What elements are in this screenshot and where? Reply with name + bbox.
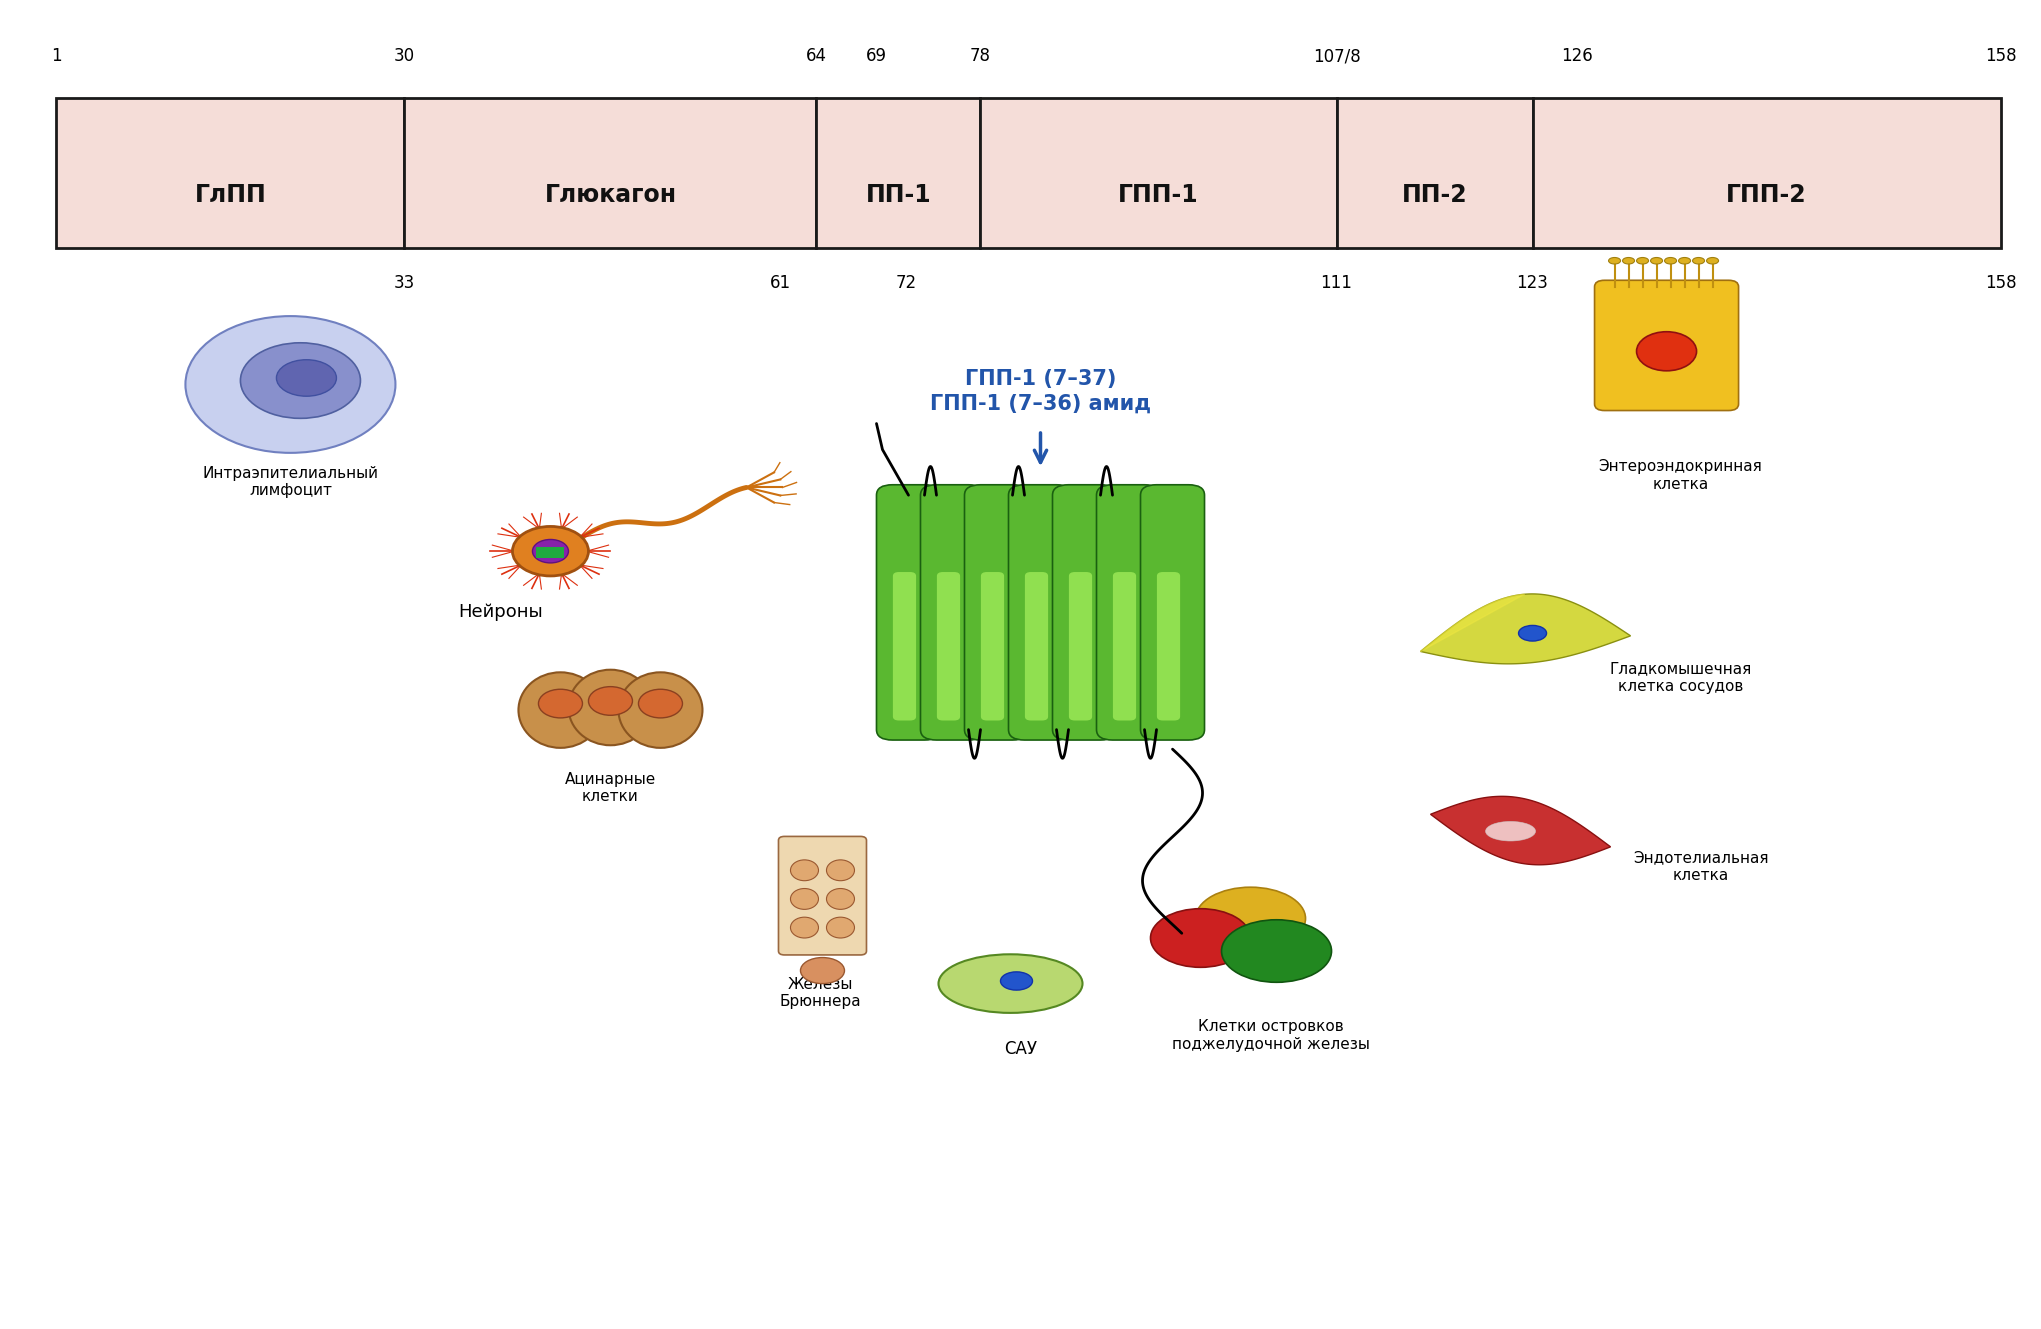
Text: 69: 69 xyxy=(865,48,888,65)
Ellipse shape xyxy=(1519,626,1547,641)
Text: Нейроны: Нейроны xyxy=(457,603,543,622)
Ellipse shape xyxy=(827,889,855,909)
Text: Интраэпителиальный
лимфоцит: Интраэпителиальный лимфоцит xyxy=(202,466,378,498)
Ellipse shape xyxy=(1651,258,1663,264)
Ellipse shape xyxy=(1486,821,1535,841)
Ellipse shape xyxy=(1196,888,1306,950)
FancyBboxPatch shape xyxy=(1533,98,2000,247)
Ellipse shape xyxy=(1151,909,1251,968)
Text: 72: 72 xyxy=(896,274,916,292)
Text: Рецептор ГПП-1: Рецептор ГПП-1 xyxy=(959,485,1123,504)
FancyBboxPatch shape xyxy=(1025,571,1049,720)
Ellipse shape xyxy=(512,526,588,575)
Ellipse shape xyxy=(790,889,818,909)
Ellipse shape xyxy=(276,360,337,396)
FancyBboxPatch shape xyxy=(537,548,565,558)
Text: ГПП-1: ГПП-1 xyxy=(1118,183,1198,207)
Text: 61: 61 xyxy=(769,274,792,292)
Text: 78: 78 xyxy=(969,48,992,65)
Text: Клетки островков
поджелудочной железы: Клетки островков поджелудочной железы xyxy=(1172,1019,1370,1051)
FancyBboxPatch shape xyxy=(404,98,816,247)
Ellipse shape xyxy=(518,672,602,748)
FancyBboxPatch shape xyxy=(1053,485,1116,740)
Text: Железы
Брюннера: Железы Брюннера xyxy=(780,977,861,1009)
Ellipse shape xyxy=(1608,258,1621,264)
Ellipse shape xyxy=(1692,258,1704,264)
Text: Эндотелиальная
клетка: Эндотелиальная клетка xyxy=(1633,851,1768,882)
Text: 64: 64 xyxy=(806,48,827,65)
FancyBboxPatch shape xyxy=(778,836,867,956)
FancyBboxPatch shape xyxy=(892,571,916,720)
Text: Глюкагон: Глюкагон xyxy=(545,183,676,207)
Text: 107/8: 107/8 xyxy=(1312,48,1361,65)
Text: САУ: САУ xyxy=(1004,1039,1037,1058)
Ellipse shape xyxy=(1637,332,1696,371)
Ellipse shape xyxy=(569,670,653,746)
Ellipse shape xyxy=(1623,258,1635,264)
Ellipse shape xyxy=(790,917,818,938)
Ellipse shape xyxy=(827,917,855,938)
FancyBboxPatch shape xyxy=(1008,485,1072,740)
FancyBboxPatch shape xyxy=(1112,571,1137,720)
Ellipse shape xyxy=(827,860,855,881)
Ellipse shape xyxy=(1000,971,1033,990)
Text: 1: 1 xyxy=(51,48,61,65)
FancyBboxPatch shape xyxy=(816,98,980,247)
FancyBboxPatch shape xyxy=(1141,485,1204,740)
Polygon shape xyxy=(1421,594,1525,651)
Ellipse shape xyxy=(1678,258,1690,264)
Ellipse shape xyxy=(1637,258,1649,264)
FancyBboxPatch shape xyxy=(920,485,984,740)
Text: 111: 111 xyxy=(1321,274,1353,292)
Ellipse shape xyxy=(241,343,361,419)
Ellipse shape xyxy=(800,957,845,983)
Ellipse shape xyxy=(618,672,702,748)
Ellipse shape xyxy=(186,316,396,453)
Text: Гладкомышечная
клетка сосудов: Гладкомышечная клетка сосудов xyxy=(1610,662,1751,694)
Text: Ацинарные
клетки: Ацинарные клетки xyxy=(565,772,655,804)
Text: Энтероэндокринная
клетка: Энтероэндокринная клетка xyxy=(1598,460,1763,492)
Polygon shape xyxy=(1431,796,1610,865)
Ellipse shape xyxy=(639,690,682,718)
Ellipse shape xyxy=(1706,258,1719,264)
Text: 126: 126 xyxy=(1561,48,1592,65)
Ellipse shape xyxy=(533,540,569,563)
Text: ГПП-1 (7–37)
ГПП-1 (7–36) амид: ГПП-1 (7–37) ГПП-1 (7–36) амид xyxy=(931,368,1151,413)
Text: ГПП-2: ГПП-2 xyxy=(1727,183,1806,207)
Ellipse shape xyxy=(1665,258,1676,264)
Text: 158: 158 xyxy=(1984,274,2017,292)
FancyBboxPatch shape xyxy=(876,485,941,740)
Ellipse shape xyxy=(939,954,1082,1013)
Ellipse shape xyxy=(1221,920,1331,982)
FancyBboxPatch shape xyxy=(982,571,1004,720)
FancyBboxPatch shape xyxy=(1069,571,1092,720)
FancyBboxPatch shape xyxy=(965,485,1029,740)
Text: ГлПП: ГлПП xyxy=(194,183,265,207)
FancyBboxPatch shape xyxy=(1594,280,1739,411)
Text: 30: 30 xyxy=(394,48,414,65)
FancyBboxPatch shape xyxy=(1157,571,1180,720)
Text: ПП-1: ПП-1 xyxy=(865,183,931,207)
FancyBboxPatch shape xyxy=(937,571,959,720)
Text: 33: 33 xyxy=(394,274,414,292)
Ellipse shape xyxy=(588,687,633,715)
Polygon shape xyxy=(1421,594,1631,663)
Text: ПП-2: ПП-2 xyxy=(1402,183,1467,207)
FancyBboxPatch shape xyxy=(1337,98,1533,247)
FancyBboxPatch shape xyxy=(57,98,404,247)
Ellipse shape xyxy=(790,860,818,881)
Text: 158: 158 xyxy=(1984,48,2017,65)
Text: 123: 123 xyxy=(1516,274,1549,292)
Ellipse shape xyxy=(539,690,582,718)
FancyBboxPatch shape xyxy=(980,98,1337,247)
FancyBboxPatch shape xyxy=(1096,485,1161,740)
